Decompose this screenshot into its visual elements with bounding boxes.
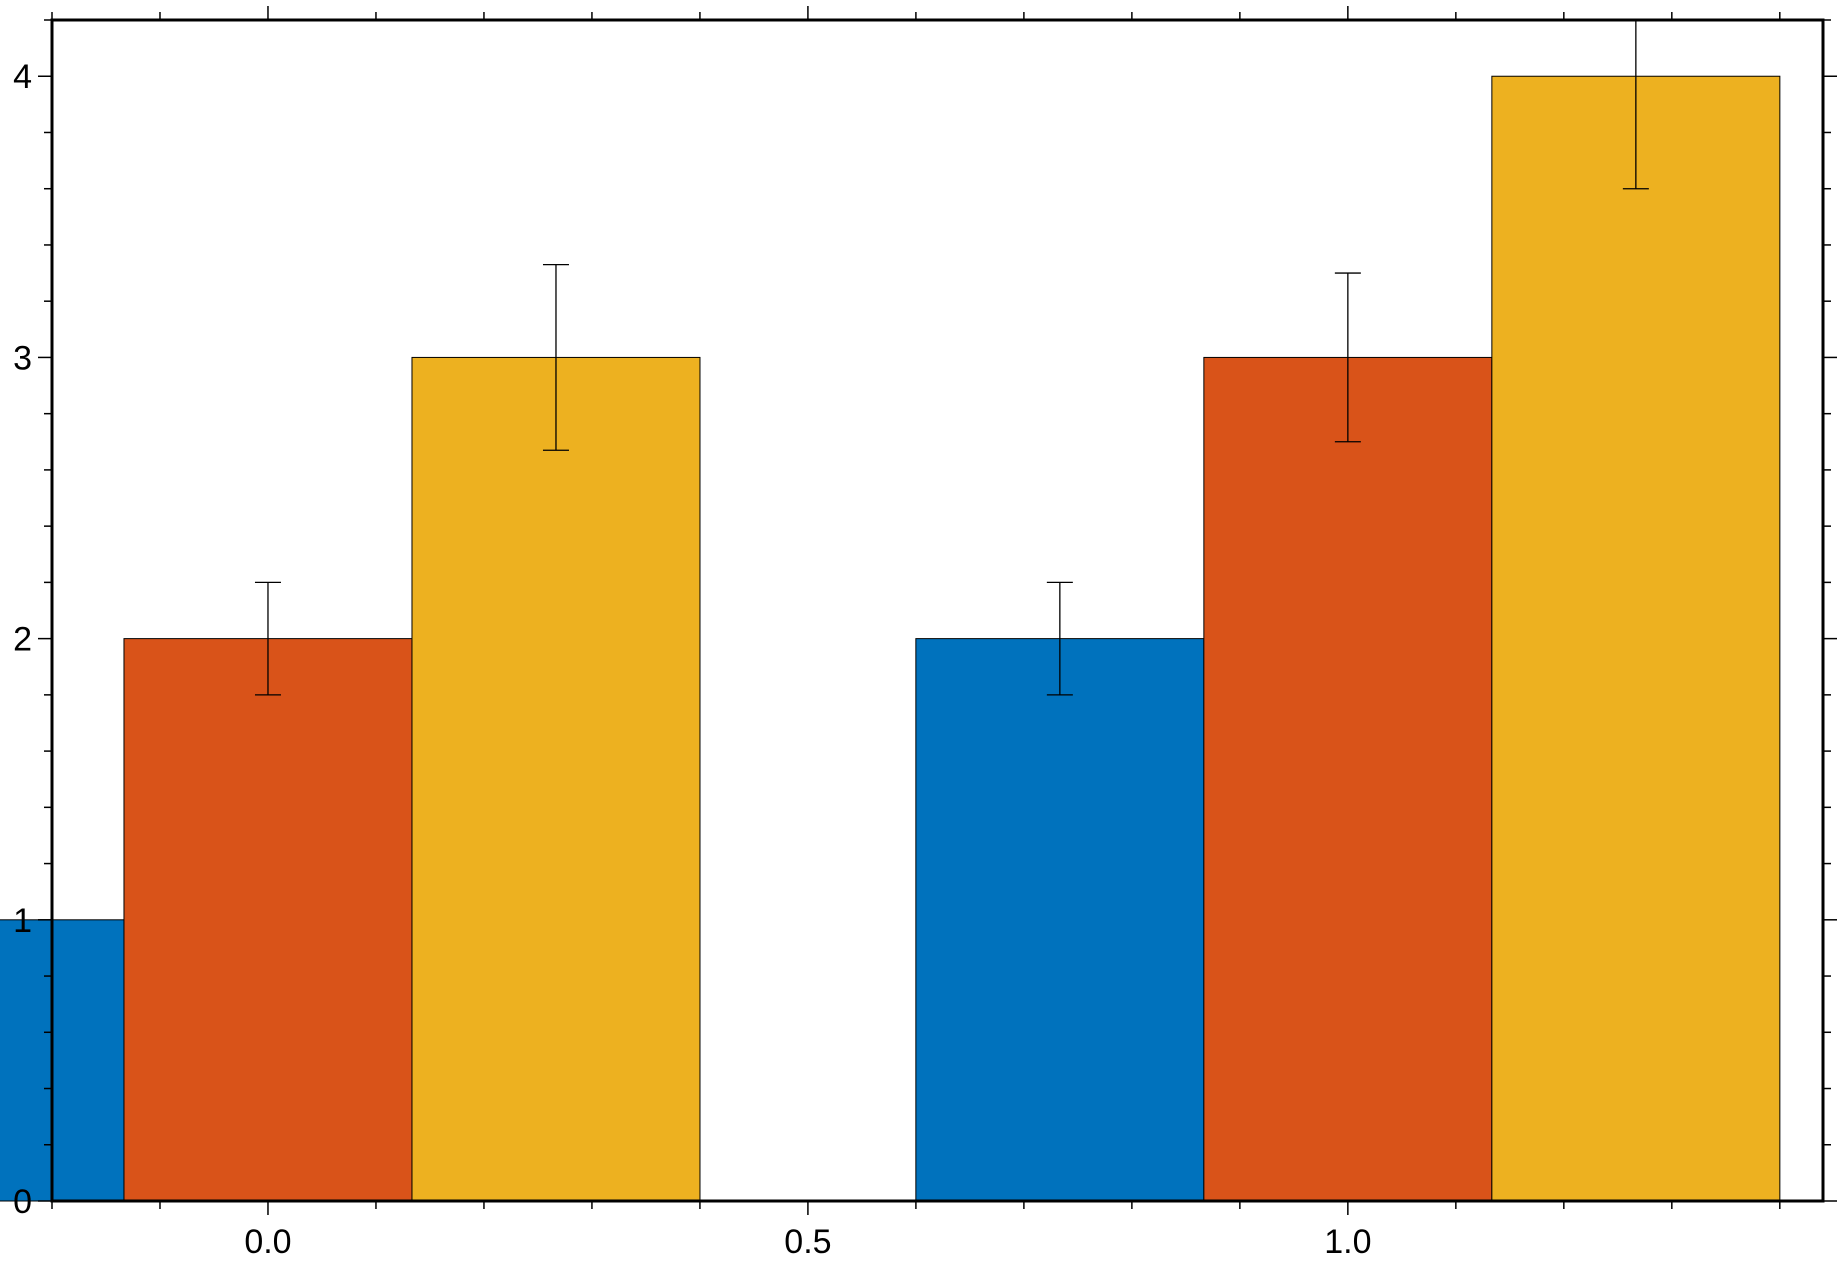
y-tick-label: 4 — [13, 58, 32, 96]
bar-group2-series-3 — [1491, 75, 1781, 1202]
error-bar-group2-series-1 — [1046, 581, 1073, 696]
bar-group1-series-3 — [411, 356, 701, 1202]
axis-ticks-layer — [38, 6, 1837, 1215]
bar-group1-series-1 — [0, 919, 125, 1202]
x-tick-label: 0.0 — [244, 1223, 291, 1261]
plot-frame — [50, 18, 1825, 1203]
error-bars-layer — [254, 20, 1649, 696]
y-tick-label: 1 — [13, 902, 32, 940]
bar-group2-series-2 — [1203, 356, 1493, 1202]
x-tick-label: 1.0 — [1324, 1223, 1371, 1261]
error-bar-group1-series-2 — [254, 581, 281, 696]
bars-layer — [0, 75, 1781, 1202]
error-bar-group1-series-3 — [542, 263, 569, 451]
error-bar-group2-series-3 — [1622, 20, 1649, 190]
y-tick-label: 2 — [13, 621, 32, 659]
tick-labels-layer: 0.0 0.5 1.0 0 1 2 3 4 — [13, 58, 1371, 1261]
error-bar-group2-series-2 — [1334, 272, 1361, 443]
bar-group2-series-1 — [915, 638, 1205, 1202]
x-tick-label: 0.5 — [784, 1223, 831, 1261]
bar-group1-series-2 — [123, 638, 413, 1202]
y-tick-label: 0 — [13, 1183, 32, 1221]
y-tick-label: 3 — [13, 339, 32, 377]
